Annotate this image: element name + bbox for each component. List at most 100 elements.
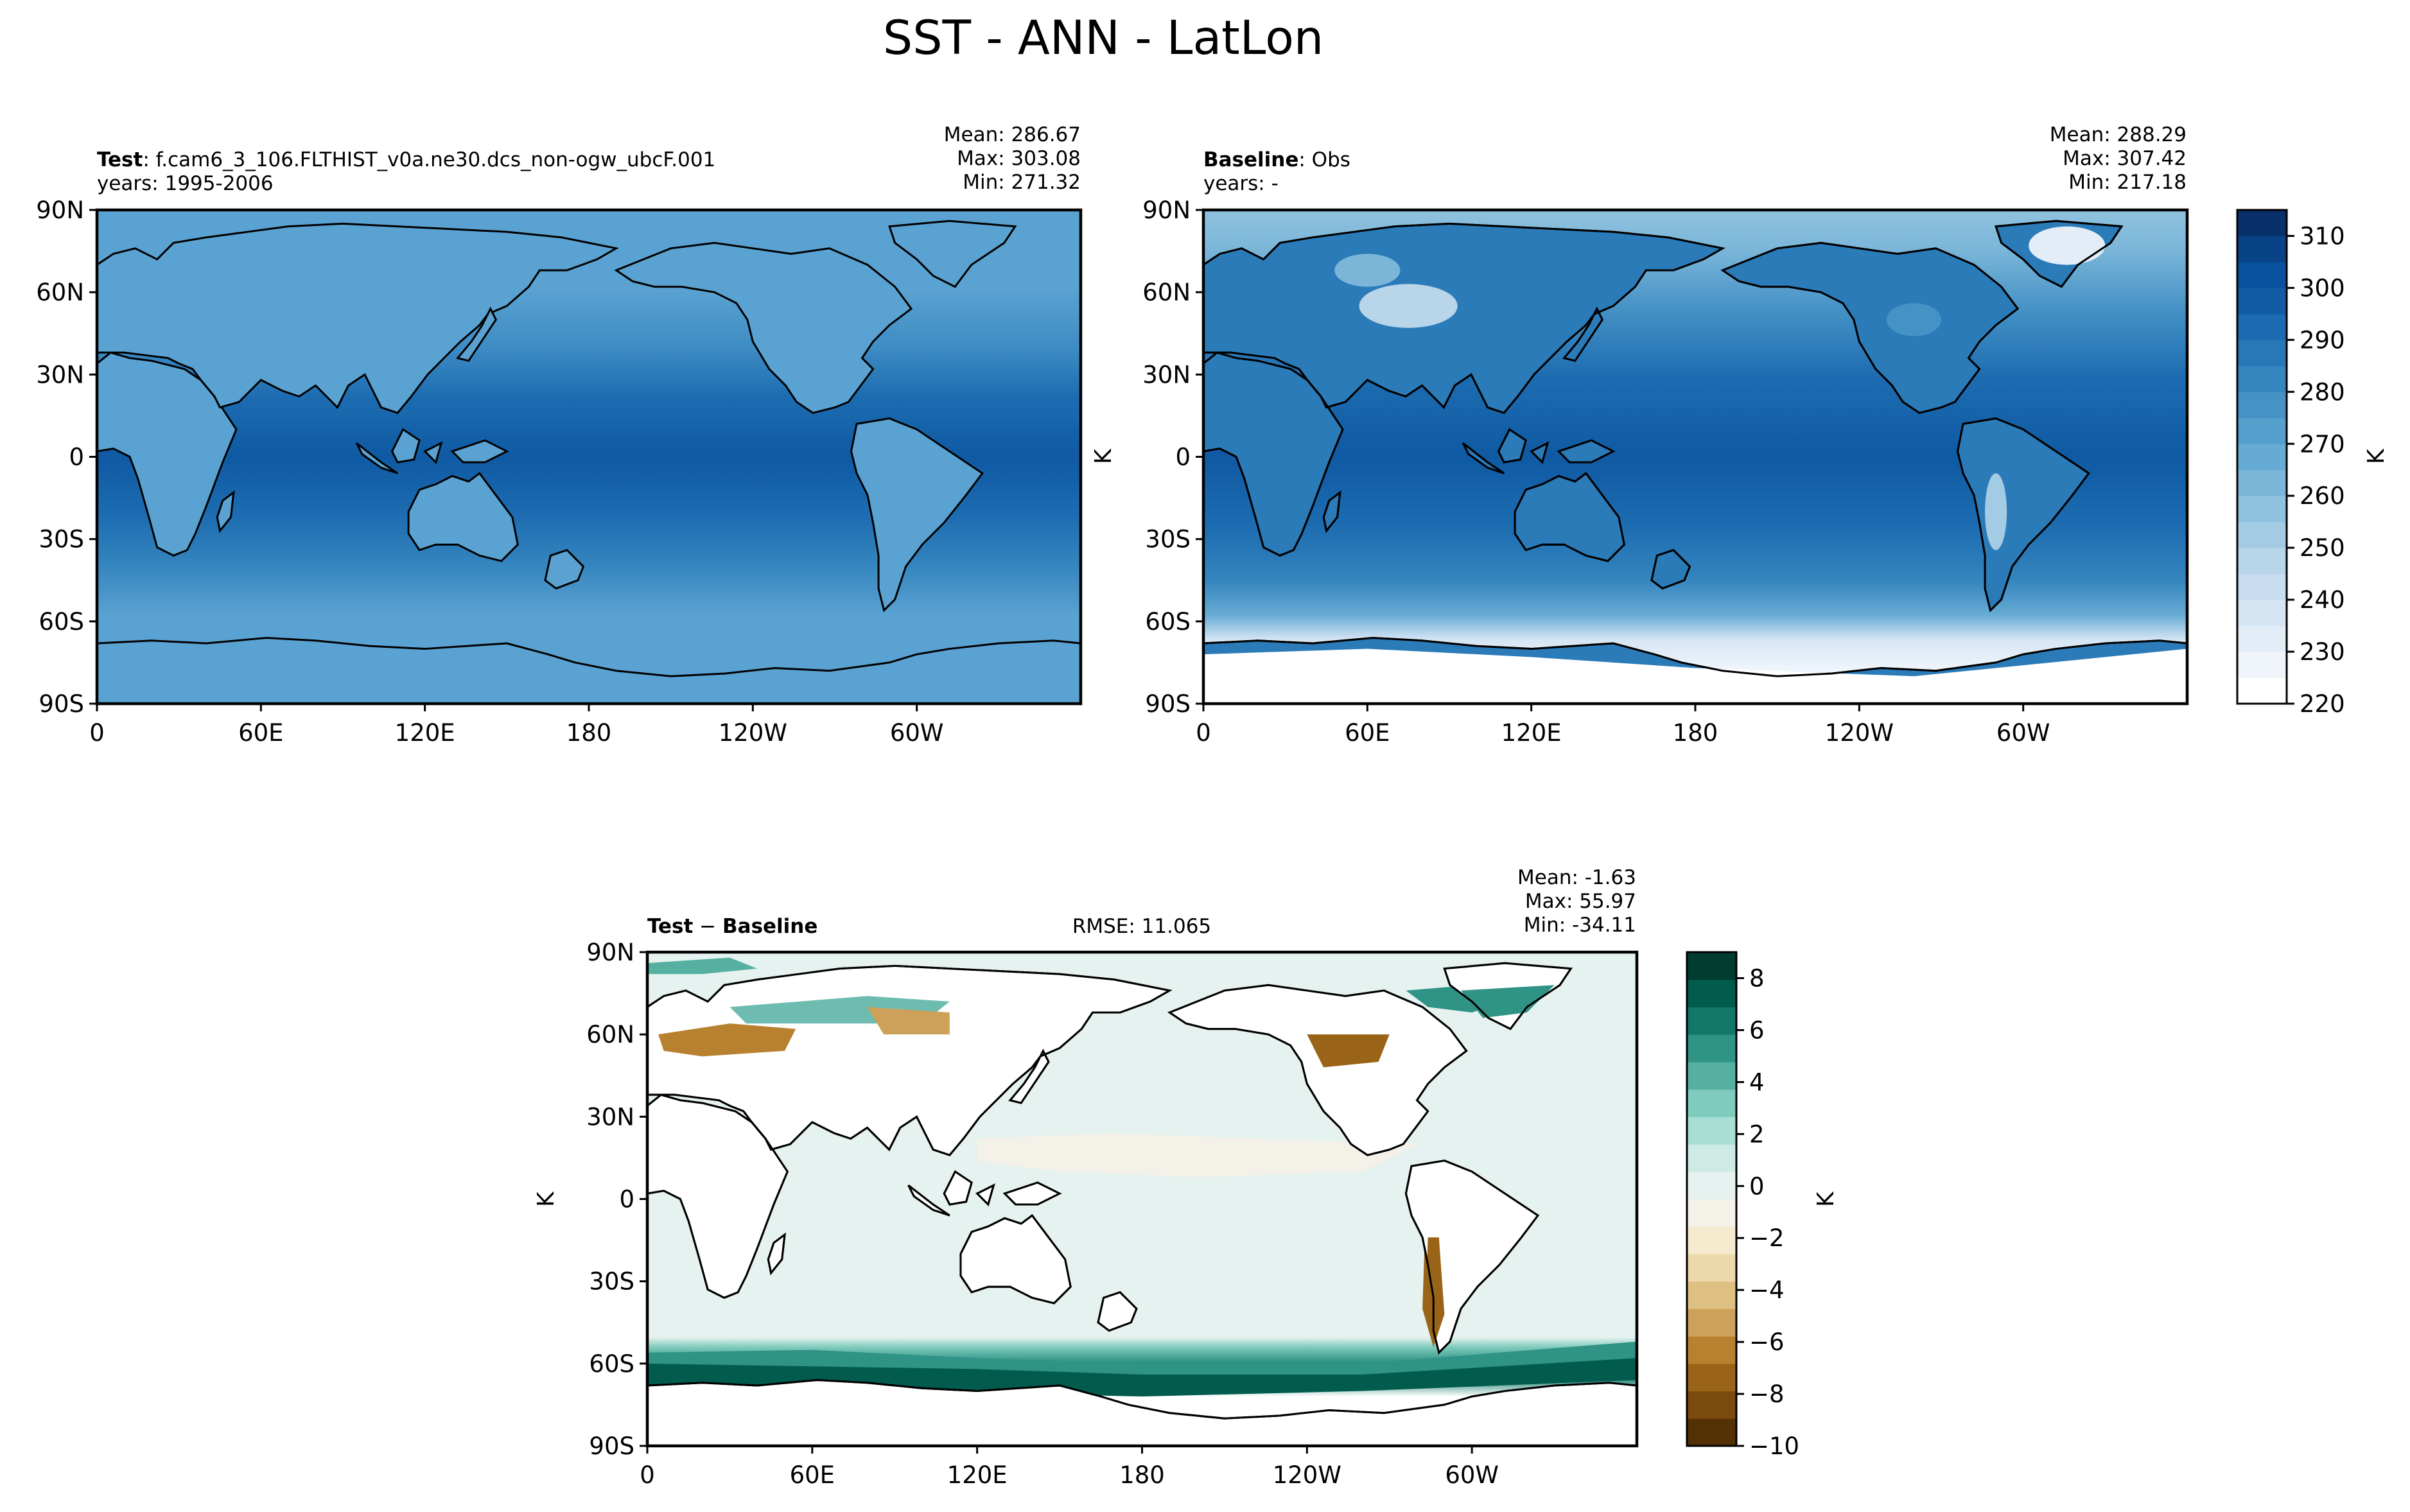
baseline-lon-ticks: 0 60E 120E 180 120W 60W [1196, 704, 2050, 747]
lon-tick-label: 0 [640, 1461, 655, 1489]
lon-tick-label: 120W [1273, 1461, 1341, 1489]
lat-tick-label: 30N [36, 361, 84, 388]
main-colorbar-ticks: 310 300 290 280 270 260 250 240 230 220 [2287, 222, 2345, 718]
colorbar-tick-label: 290 [2300, 326, 2345, 354]
colorbar-swatch [2237, 652, 2287, 679]
lat-tick-label: 90N [1142, 196, 1191, 224]
colorbar-tick-label: 220 [2300, 690, 2345, 718]
colorbar-swatch [1687, 1171, 1736, 1200]
colorbar-tick-label: 250 [2300, 534, 2345, 562]
colorbar-swatch [2237, 210, 2287, 237]
lon-tick-label: 120E [947, 1461, 1008, 1489]
figure-title: SST - ANN - LatLon [883, 11, 1323, 65]
colorbar-swatch [2237, 288, 2287, 315]
lat-tick-label: 30S [589, 1268, 634, 1296]
colorbar-tick-label: 230 [2300, 638, 2345, 666]
lat-tick-label: 90S [39, 690, 84, 718]
main-colorbar-frame [2236, 209, 2288, 705]
colorbar-swatch [1687, 1363, 1736, 1392]
lat-tick-label: 30S [1145, 526, 1191, 553]
baseline-mean: Mean: 288.29 [2050, 123, 2187, 146]
colorbar-swatch [2237, 521, 2287, 548]
colorbar-swatch [1687, 1391, 1736, 1419]
test-max: Max: 303.08 [957, 147, 1081, 170]
main-colorbar-label: K [2363, 448, 2389, 464]
colorbar-swatch [2237, 236, 2287, 263]
test-min: Min: 271.32 [963, 171, 1081, 194]
lat-tick-label: 90S [589, 1432, 634, 1460]
diff-colorbar-ticks: 8 6 4 2 0 −2 −4 −6 −8 −10 [1736, 964, 1799, 1460]
test-title-bold: Test [97, 148, 143, 171]
colorbar-swatch [1687, 1253, 1736, 1282]
colorbar-swatch [2237, 313, 2287, 340]
diff-lat-ticks: 90N 60N 30N 0 30S 60S 90S [586, 939, 647, 1460]
lat-tick-label: 60S [1145, 608, 1191, 636]
main-colorbar: 310 300 290 280 270 260 250 240 230 220 K [2236, 209, 2389, 718]
diff-title-bold2: Baseline [722, 915, 817, 938]
colorbar-swatch [2237, 496, 2287, 523]
test-lon-ticks: 0 60E 120E 180 120W 60W [89, 704, 944, 747]
lon-tick-label: 180 [1119, 1461, 1165, 1489]
colorbar-swatch [1687, 952, 1736, 980]
diff-title-bold: Test [647, 915, 694, 938]
lat-tick-label: 60N [1142, 279, 1191, 306]
diff-max: Max: 55.97 [1525, 890, 1636, 913]
colorbar-tick-label: 300 [2300, 274, 2345, 302]
baseline-title: Baseline: Obs [1203, 148, 1350, 171]
lon-tick-label: 0 [89, 719, 105, 747]
colorbar-tick-label: 240 [2300, 586, 2345, 614]
lat-tick-label: 0 [619, 1186, 634, 1213]
colorbar-swatch [2237, 365, 2287, 392]
colorbar-swatch [1687, 979, 1736, 1008]
lat-tick-label: 60S [589, 1350, 634, 1378]
diff-colorbar-label: K [1813, 1191, 1839, 1207]
colorbar-tick-label: −2 [1749, 1224, 1785, 1252]
diff-min: Min: -34.11 [1524, 914, 1636, 937]
baseline-max: Max: 307.42 [2063, 147, 2187, 170]
colorbar-tick-label: 6 [1749, 1016, 1765, 1044]
colorbar-tick-label: −6 [1749, 1328, 1785, 1356]
colorbar-swatch [2237, 600, 2287, 627]
lon-tick-label: 60W [1445, 1461, 1499, 1489]
lat-tick-label: 60N [586, 1021, 634, 1048]
lon-tick-label: 60W [1996, 719, 2050, 747]
colorbar-swatch [2237, 261, 2287, 289]
diff-map [647, 952, 1637, 1446]
lon-tick-label: 60W [890, 719, 944, 747]
baseline-title-rest: : Obs [1298, 148, 1350, 171]
baseline-map [1203, 210, 2187, 704]
diff-panel: Mean: -1.63 Max: 55.97 Min: -34.11 Test … [533, 866, 1639, 1489]
lon-tick-label: 60E [790, 1461, 835, 1489]
colorbar-tick-label: −8 [1749, 1380, 1785, 1408]
lon-tick-label: 180 [1673, 719, 1718, 747]
main-colorbar-swatches [2237, 210, 2287, 704]
baseline-ylabel: K [1090, 448, 1117, 464]
colorbar-swatch [2237, 469, 2287, 496]
lat-tick-label: 90N [586, 939, 634, 966]
colorbar-swatch [2237, 573, 2287, 600]
diff-colorbar-swatches [1687, 952, 1736, 1447]
test-map [97, 210, 1081, 704]
baseline-panel: Mean: 288.29 Max: 307.42 Min: 217.18 Bas… [1090, 123, 2189, 747]
lat-tick-label: 60N [36, 279, 84, 306]
lat-tick-label: 60S [39, 608, 84, 636]
colorbar-swatch [1687, 1418, 1736, 1447]
diff-mean: Mean: -1.63 [1517, 866, 1636, 889]
lon-tick-label: 120W [719, 719, 787, 747]
lat-tick-label: 30S [39, 526, 84, 553]
diff-land-anomalies [658, 985, 1555, 1348]
colorbar-swatch [1687, 1199, 1736, 1227]
colorbar-swatch [2237, 392, 2287, 419]
colorbar-swatch [2237, 548, 2287, 575]
lat-tick-label: 90N [36, 196, 84, 224]
lon-tick-label: 180 [566, 719, 612, 747]
lat-tick-label: 0 [69, 444, 84, 471]
diff-title: Test − Baseline [647, 915, 817, 938]
diff-rmse: RMSE: 11.065 [1072, 915, 1211, 938]
colorbar-swatch [1687, 1117, 1736, 1145]
colorbar-tick-label: 260 [2300, 482, 2345, 510]
colorbar-swatch [1687, 1281, 1736, 1309]
lon-tick-label: 120E [395, 719, 455, 747]
colorbar-swatch [1687, 1336, 1736, 1364]
